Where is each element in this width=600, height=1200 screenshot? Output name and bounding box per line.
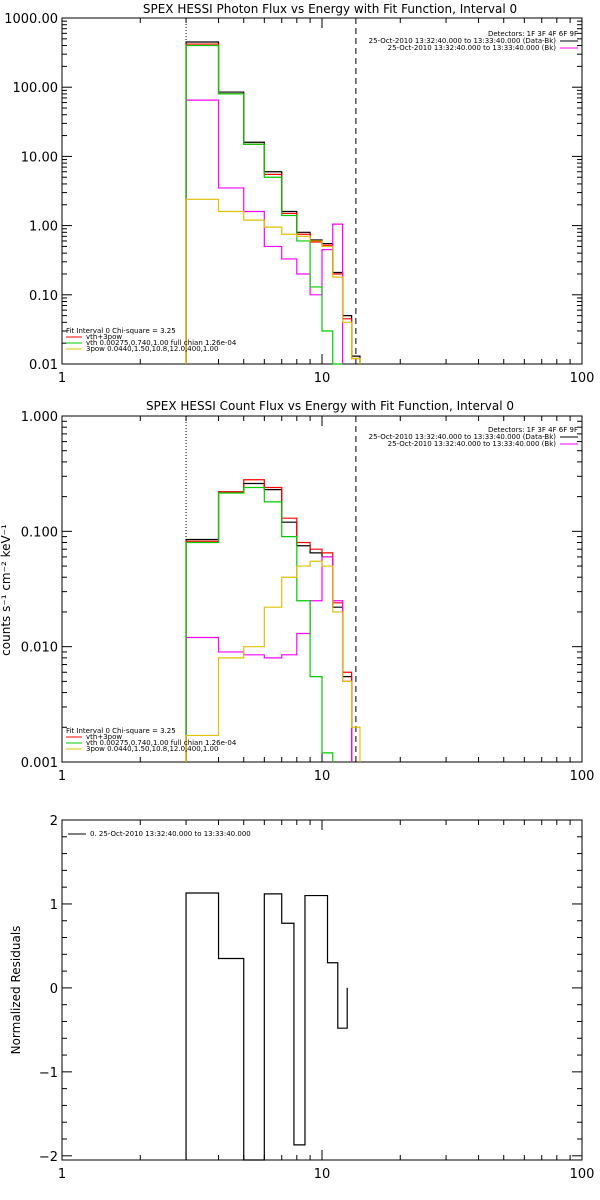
photon-fit-item-2: vth 0.00275,0.740,1.00 full chian 1.26e-… xyxy=(86,339,237,347)
count-flux-panel: SPEX HESSI Count Flux vs Energy with Fit… xyxy=(0,399,594,784)
residuals-x-tick-labels: 1 10 100 xyxy=(58,1167,595,1182)
photon-fit-header: Fit Interval 0 Chi-square = 3.25 xyxy=(66,327,176,335)
photon-x-tick-labels: 1 10 100 xyxy=(58,371,595,386)
count-legend-topright: Detectors: 1F 3F 4F 6F 9F 25-Oct-2010 13… xyxy=(369,426,578,448)
y-tick-label: 0.10 xyxy=(29,289,58,304)
count-legend-data-bk: 25-Oct-2010 13:32:40.000 to 13:33:40.000… xyxy=(369,433,557,441)
y-tick-label: 1.000 xyxy=(21,410,58,425)
y-tick-label: 2 xyxy=(50,814,58,829)
y-tick-label: 1 xyxy=(50,898,58,913)
residuals-y-tick-labels: 2 1 0 −1 −2 xyxy=(39,814,58,1165)
residuals-legend: 0. 25-Oct-2010 13:32:40.000 to 13:33:40.… xyxy=(68,830,251,838)
photon-fit-item-1: vth+3pow xyxy=(86,333,122,341)
x-tick-label: 10 xyxy=(314,1167,331,1182)
series-line-2 xyxy=(185,99,344,364)
count-fit-item-2: vth 0.00275,0.740,1.00 full chian 1.26e-… xyxy=(86,739,237,747)
residual-step-line xyxy=(185,892,348,1161)
y-tick-label: 1.00 xyxy=(29,220,58,235)
series-line-4 xyxy=(185,560,361,762)
photon-ticks xyxy=(61,18,582,365)
photon-y-tick-labels: 1000.00 100.00 10.00 1.00 0.10 0.01 xyxy=(4,12,58,373)
photon-legend-bk: 25-Oct-2010 13:32:40.000 to 13:33:40.000… xyxy=(388,44,557,52)
y-tick-label: 100.00 xyxy=(13,81,59,96)
residuals-ticks xyxy=(61,819,582,1160)
x-tick-label: 10 xyxy=(314,769,331,784)
count-legend-detectors: Detectors: 1F 3F 4F 6F 9F xyxy=(488,426,578,434)
count-legend-bottomleft: Fit Interval 0 Chi-square = 3.25 vth+3po… xyxy=(66,727,237,753)
photon-chart-title: SPEX HESSI Photon Flux vs Energy with Fi… xyxy=(143,2,517,16)
x-tick-label: 100 xyxy=(570,769,595,784)
count-x-tick-labels: 1 10 100 xyxy=(58,769,595,784)
residuals-panel: Normalized Residuals 210−1−2 1 10 100 0. 2… xyxy=(9,814,594,1182)
residuals-plot-frame xyxy=(61,819,583,1161)
y-tick-label: 0 xyxy=(50,982,58,997)
count-ticks xyxy=(61,416,582,763)
series-line-0 xyxy=(185,482,353,762)
x-tick-label: 1 xyxy=(58,371,66,386)
x-tick-label: 100 xyxy=(570,371,595,386)
photon-series xyxy=(185,41,361,365)
count-y-axis-label: counts s⁻¹ cm⁻² keV⁻¹ xyxy=(0,524,13,656)
y-tick-label: 10.00 xyxy=(21,150,58,165)
count-legend-bk: 25-Oct-2010 13:32:40.000 to 13:33:40.000… xyxy=(388,440,557,448)
photon-legend-detectors: Detectors: 1F 3F 4F 6F 9F xyxy=(488,30,578,38)
y-tick-label: −2 xyxy=(39,1150,58,1165)
photon-flux-panel: SPEX HESSI Photon Flux vs Energy with Fi… xyxy=(4,2,594,386)
photon-legend-topright: Detectors: 1F 3F 4F 6F 9F 25-Oct-2010 13… xyxy=(369,30,578,52)
photon-legend-data-bk: 25-Oct-2010 13:32:40.000 to 13:33:40.000… xyxy=(369,37,557,45)
x-tick-label: 1 xyxy=(58,1167,66,1182)
series-line-3 xyxy=(185,486,334,762)
y-tick-label: 0.001 xyxy=(21,756,58,771)
series-line-4 xyxy=(185,198,361,364)
count-energy-markers xyxy=(185,416,357,762)
x-tick-label: 1 xyxy=(58,769,66,784)
series-line-3 xyxy=(185,44,343,365)
count-fit-item-1: vth+3pow xyxy=(86,733,122,741)
residuals-series xyxy=(185,892,348,1161)
count-series xyxy=(185,479,361,762)
count-y-tick-labels: 1.000 0.100 0.010 0.001 xyxy=(21,410,58,771)
y-tick-label: 0.010 xyxy=(21,641,58,656)
x-tick-label: 100 xyxy=(570,1167,595,1182)
x-tick-label: 10 xyxy=(314,371,331,386)
y-tick-label: 1000.00 xyxy=(4,12,58,27)
series-line-1 xyxy=(185,43,361,364)
y-tick-label: 0.01 xyxy=(29,358,58,373)
series-line-1 xyxy=(185,479,353,762)
series-line-2 xyxy=(185,556,353,762)
count-fit-header: Fit Interval 0 Chi-square = 3.25 xyxy=(66,727,176,735)
residuals-legend-text: 0. 25-Oct-2010 13:32:40.000 to 13:33:40.… xyxy=(90,830,251,838)
photon-energy-markers xyxy=(185,18,357,364)
count-chart-title: SPEX HESSI Count Flux vs Energy with Fit… xyxy=(146,399,514,413)
photon-legend-bottomleft: Fit Interval 0 Chi-square = 3.25 vth+3po… xyxy=(66,327,237,353)
series-line-0 xyxy=(185,41,361,364)
count-fit-item-3: 3pow 0.0440,1.50,10.8,12.0,400,1.00 xyxy=(86,745,218,753)
residuals-y-axis-label: Normalized Residuals xyxy=(9,926,23,1055)
photon-fit-item-3: 3pow 0.0440,1.50,10.8,12.0,400,1.00 xyxy=(86,345,218,353)
y-tick-label: 0.100 xyxy=(21,525,58,540)
y-tick-label: −1 xyxy=(39,1066,58,1081)
